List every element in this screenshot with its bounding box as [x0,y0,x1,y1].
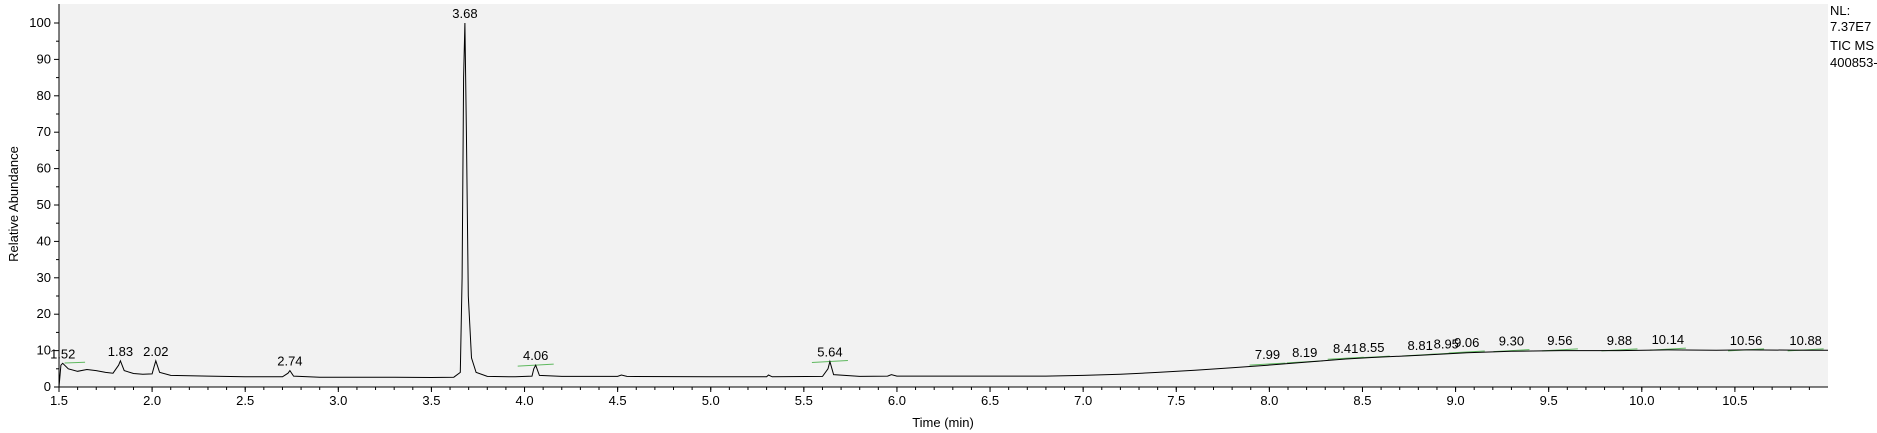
peak-label: 8.19 [1292,345,1317,360]
tic-trace-line [58,22,1828,388]
y-axis-ticks: 0 10 20 30 40 50 60 70 80 90 100 [29,15,59,394]
plot-area-background [59,4,1828,387]
peak-label: 7.99 [1255,347,1280,362]
x-tick-label: 2.5 [236,393,254,408]
x-tick-label: 7.0 [1074,393,1092,408]
x-tick-label: 5.0 [702,393,720,408]
peak-label: 5.64 [817,345,842,360]
peak-label: 8.81 [1408,338,1433,353]
y-tick-label: 100 [29,15,51,30]
peak-label: 8.55 [1359,340,1384,355]
x-axis-ticks: 1.5 2.0 2.5 3.0 3.5 4.0 4.5 5.0 5.5 6.0 6.5 7.0 7.5 8… [50,387,1810,408]
y-axis-title: Relative Abundance [6,146,21,262]
y-tick-label: 0 [44,379,51,394]
y-tick-label: 50 [37,197,51,212]
x-tick-label: 9.5 [1540,393,1558,408]
y-tick-label: 10 [37,343,51,358]
side-info-line-4: 400853- [1830,55,1877,70]
side-info-line-1: NL: [1830,3,1850,18]
y-tick-label: 70 [37,124,51,139]
peak-label: 2.74 [277,354,302,369]
peak-label: 8.41 [1333,341,1358,356]
peak-label: 1.83 [108,344,133,359]
x-tick-label: 9.0 [1447,393,1465,408]
x-tick-label: 10.0 [1629,393,1654,408]
peak-label: 8.95 [1434,337,1459,352]
side-info-panel: NL: 7.37E7 TIC MS 400853- [1830,3,1877,70]
peak-label: 3.68 [452,6,477,21]
x-tick-label: 2.0 [143,393,161,408]
integration-baseline-mark [1448,350,1485,354]
y-tick-label: 80 [37,88,51,103]
peak-label: 9.06 [1454,335,1479,350]
peak-label: 1.52 [50,346,75,361]
x-tick-label: 5.5 [795,393,813,408]
y-tick-label: 40 [37,233,51,248]
x-axis-title: Time (min) [912,415,974,430]
peak-labels: 1.52 1.83 2.02 2.74 3.68 4.06 5.64 7.99 8.19 8.41… [50,6,1822,369]
x-tick-label: 4.0 [515,393,533,408]
x-tick-label: 7.5 [1167,393,1185,408]
y-tick-label: 60 [37,161,51,176]
x-tick-label: 10.5 [1722,393,1747,408]
peak-label: 4.06 [523,348,548,363]
peak-label: 2.02 [143,344,168,359]
integration-baseline-mark [64,361,86,364]
peak-label: 9.30 [1499,334,1524,349]
x-tick-label: 8.0 [1260,393,1278,408]
x-tick-label: 3.5 [422,393,440,408]
peak-label: 10.88 [1789,333,1822,348]
x-tick-label: 6.0 [888,393,906,408]
peak-label: 10.14 [1652,332,1685,347]
side-info-line-3: TIC MS [1830,38,1874,53]
x-tick-label: 3.0 [329,393,347,408]
peak-label: 10.56 [1730,333,1763,348]
integration-baseline-mark [1249,362,1286,366]
x-tick-label: 8.5 [1353,393,1371,408]
y-tick-label: 90 [37,51,51,66]
peak-label: 9.88 [1607,333,1632,348]
y-tick-label: 20 [37,306,51,321]
x-tick-label: 6.5 [981,393,999,408]
x-tick-label: 1.5 [50,393,68,408]
side-info-line-2: 7.37E7 [1830,19,1871,34]
y-tick-label: 30 [37,270,51,285]
x-tick-label: 4.5 [609,393,627,408]
peak-label: 9.56 [1547,333,1572,348]
